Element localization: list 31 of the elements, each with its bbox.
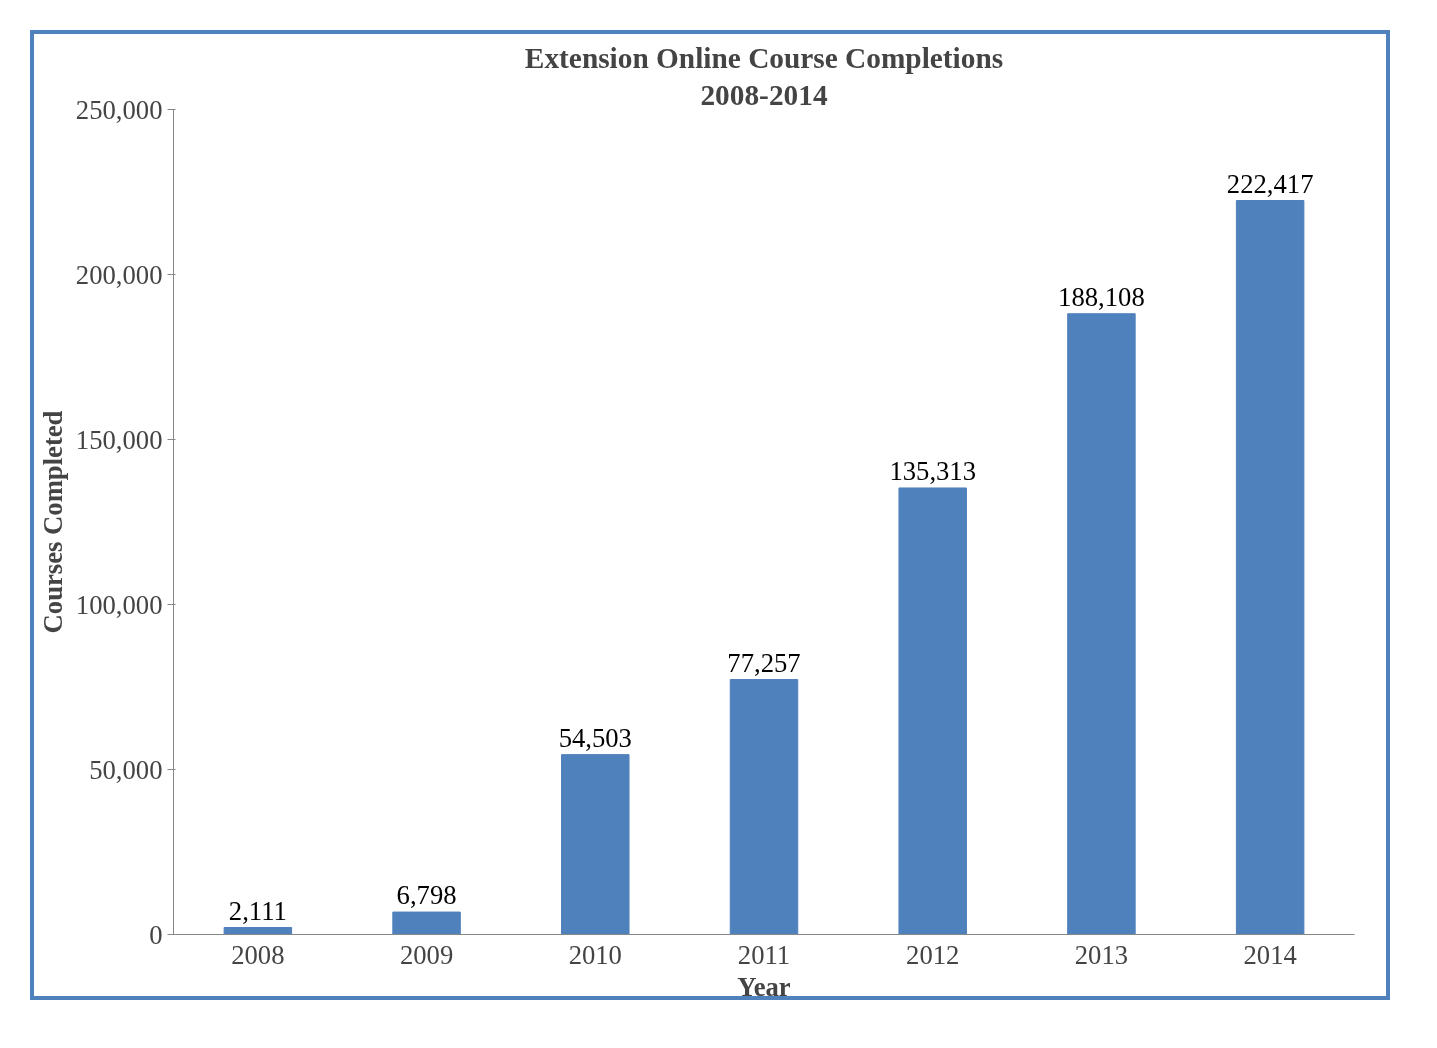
data-label: 77,257 xyxy=(727,647,801,678)
y-tick-label: 50,000 xyxy=(89,754,163,785)
chart-title: Extension Online Course Completions xyxy=(524,41,1004,74)
bar xyxy=(223,927,293,935)
chart-subtitle: 2008-2014 xyxy=(700,78,828,111)
x-tick-label: 2010 xyxy=(568,939,622,970)
x-tick-label: 2012 xyxy=(906,939,960,970)
y-tick-label: 0 xyxy=(149,919,163,950)
x-tick-label: 2014 xyxy=(1243,939,1297,970)
y-tick-label: 150,000 xyxy=(75,424,163,455)
y-axis-title: Courses Completed xyxy=(37,410,68,634)
data-label: 6,798 xyxy=(396,880,457,911)
bar xyxy=(1235,200,1305,935)
data-label: 135,313 xyxy=(889,455,977,486)
x-tick-label: 2008 xyxy=(231,939,285,970)
x-axis-title: Year xyxy=(737,971,791,1002)
data-label: 188,108 xyxy=(1058,281,1145,312)
x-tick-label: 2013 xyxy=(1074,939,1129,970)
x-tick-label: 2011 xyxy=(737,939,791,970)
x-tick-label: 2009 xyxy=(399,939,454,970)
bar xyxy=(1067,313,1136,935)
bar xyxy=(392,911,461,935)
y-tick-label: 250,000 xyxy=(75,94,163,125)
y-tick-label: 100,000 xyxy=(75,589,163,620)
y-tick-label: 200,000 xyxy=(75,259,163,290)
data-label: 222,417 xyxy=(1226,168,1314,199)
bar xyxy=(729,679,799,935)
data-label: 2,111 xyxy=(228,895,287,926)
bar xyxy=(561,754,630,935)
data-label: 54,503 xyxy=(558,722,632,753)
bar xyxy=(898,487,967,935)
